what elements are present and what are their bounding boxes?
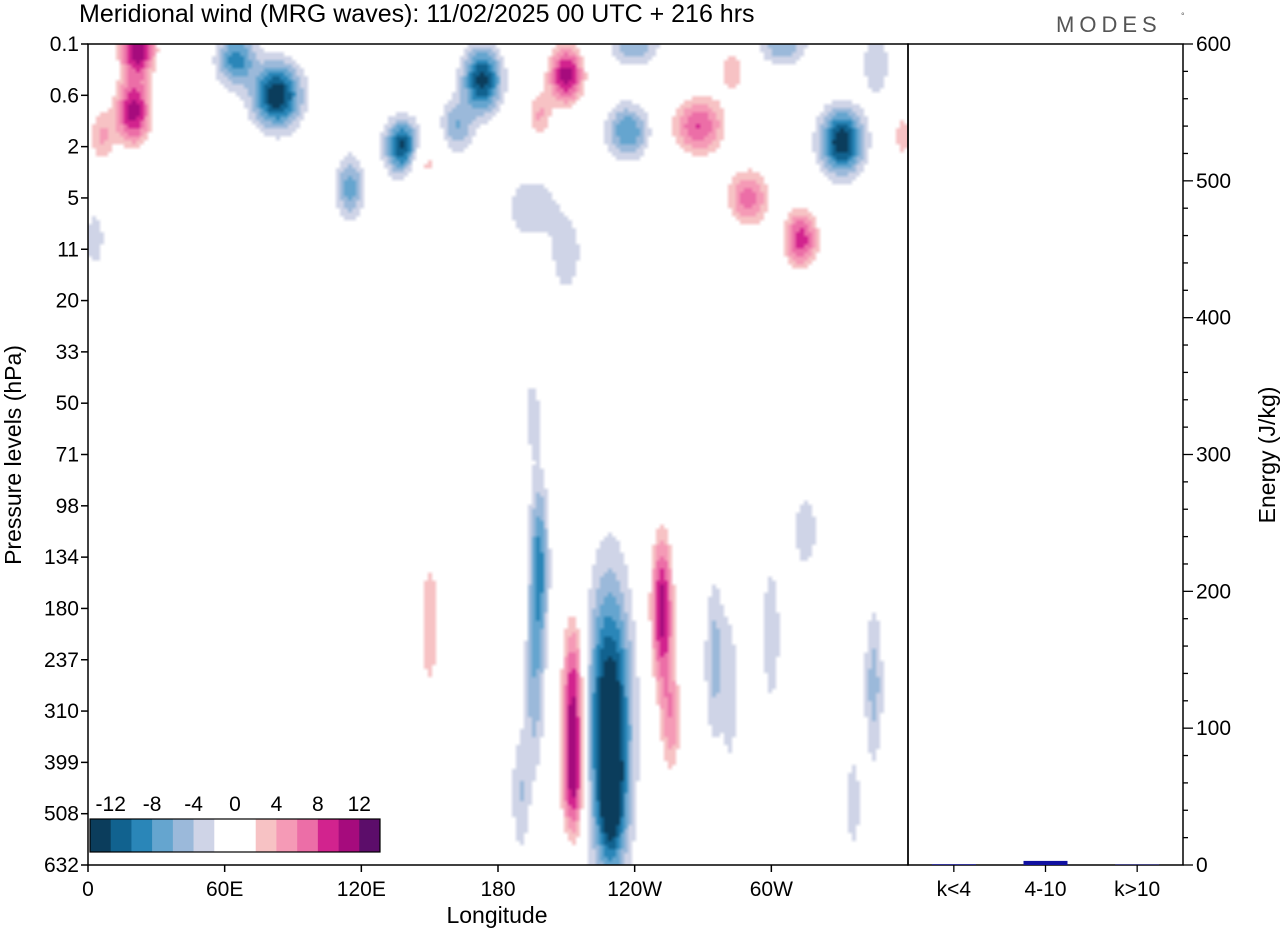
- energy-bars: k<4 4-10 k>10: [931, 860, 1160, 901]
- colorbar-swatch: [359, 819, 381, 852]
- colorbar-swatch: [235, 819, 257, 852]
- colorbar-swatch: [131, 819, 153, 852]
- energy-axis-ticks: 0 100 200 300 400 500 600: [1183, 33, 1231, 877]
- colorbar-label: 0: [229, 793, 241, 816]
- heatmap-canvas: [88, 44, 908, 865]
- y-tick-label: 134: [44, 546, 79, 569]
- colorbar-label: 8: [312, 793, 324, 816]
- bar-category-label: 4-10: [1024, 878, 1066, 901]
- colorbar-swatch: [255, 819, 277, 852]
- energy-tick-label: 400: [1196, 307, 1231, 330]
- colorbar: -12 -8 -4 0 4 8 12: [89, 793, 381, 853]
- colorbar-swatch: [172, 819, 194, 852]
- energy-bar: [1023, 860, 1068, 865]
- colorbar-swatch: [317, 819, 339, 852]
- bar-category-label: k>10: [1114, 878, 1160, 901]
- y-tick-label: 0.6: [50, 84, 79, 107]
- y-axis-ticks: 0.1 0.6 2 5 11 20 33 50 71 98 134 180 237 310 399 508 63…: [44, 33, 88, 877]
- x-axis-label: Longitude: [446, 902, 547, 928]
- y-tick-label: 50: [56, 392, 79, 415]
- bar-category-label: k<4: [937, 878, 972, 901]
- x-tick-label: 180: [480, 878, 515, 901]
- energy-tick-label: 300: [1196, 444, 1231, 467]
- x-tick-label: 120E: [337, 878, 386, 901]
- colorbar-swatch: [214, 819, 236, 852]
- energy-tick-label: 500: [1196, 170, 1231, 193]
- colorbar-label: 4: [271, 793, 283, 816]
- x-tick-label: 120W: [607, 878, 662, 901]
- y-tick-label: 2: [67, 136, 79, 159]
- y-tick-label: 508: [44, 803, 79, 826]
- y-tick-label: 310: [44, 700, 79, 723]
- energy-bar: [931, 864, 976, 865]
- y-axis-label: Pressure levels (hPa): [0, 345, 26, 565]
- energy-panel-frame: [907, 43, 1184, 866]
- energy-tick-label: 600: [1196, 33, 1231, 56]
- energy-tick-label: 100: [1196, 717, 1231, 740]
- colorbar-swatch: [110, 819, 132, 852]
- colorbar-swatch: [297, 819, 319, 852]
- y-tick-label: 98: [56, 495, 79, 518]
- y-tick-label: 20: [56, 290, 79, 313]
- colorbar-swatch: [152, 819, 174, 852]
- y-tick-label: 180: [44, 597, 79, 620]
- wind-field: [88, 44, 908, 865]
- energy-tick-label: 0: [1196, 854, 1208, 877]
- y-tick-label: 237: [44, 649, 79, 672]
- y-tick-label: 5: [67, 187, 79, 210]
- y-tick-label: 0.1: [50, 33, 79, 56]
- y-tick-label: 71: [56, 444, 79, 467]
- colorbar-swatch: [338, 819, 360, 852]
- chart-title: Meridional wind (MRG waves): 11/02/2025 …: [79, 0, 755, 28]
- colorbar-swatch: [90, 819, 112, 852]
- y-tick-label: 33: [56, 341, 79, 364]
- colorbar-frame: [89, 818, 381, 853]
- x-axis-ticks: 0 60E 120E 180 120W 60W: [82, 865, 793, 901]
- y-tick-label: 11: [57, 238, 79, 261]
- y-tick-label: 632: [44, 854, 79, 877]
- x-tick-label: 60W: [750, 878, 793, 901]
- logo-mark: °: [1181, 11, 1185, 21]
- modes-logo: MODES: [1056, 12, 1162, 37]
- colorbar-label: -8: [143, 793, 162, 816]
- colorbar-label: -12: [96, 793, 126, 816]
- colorbar-label: -4: [184, 793, 203, 816]
- x-tick-label: 60E: [206, 878, 243, 901]
- colorbar-label: 12: [348, 793, 371, 816]
- colorbar-swatch: [193, 819, 215, 852]
- y-tick-label: 399: [44, 751, 79, 774]
- energy-tick-label: 200: [1196, 580, 1231, 603]
- colorbar-swatch: [276, 819, 298, 852]
- energy-axis-label: Energy (J/kg): [1254, 387, 1280, 524]
- x-tick-label: 0: [82, 878, 94, 901]
